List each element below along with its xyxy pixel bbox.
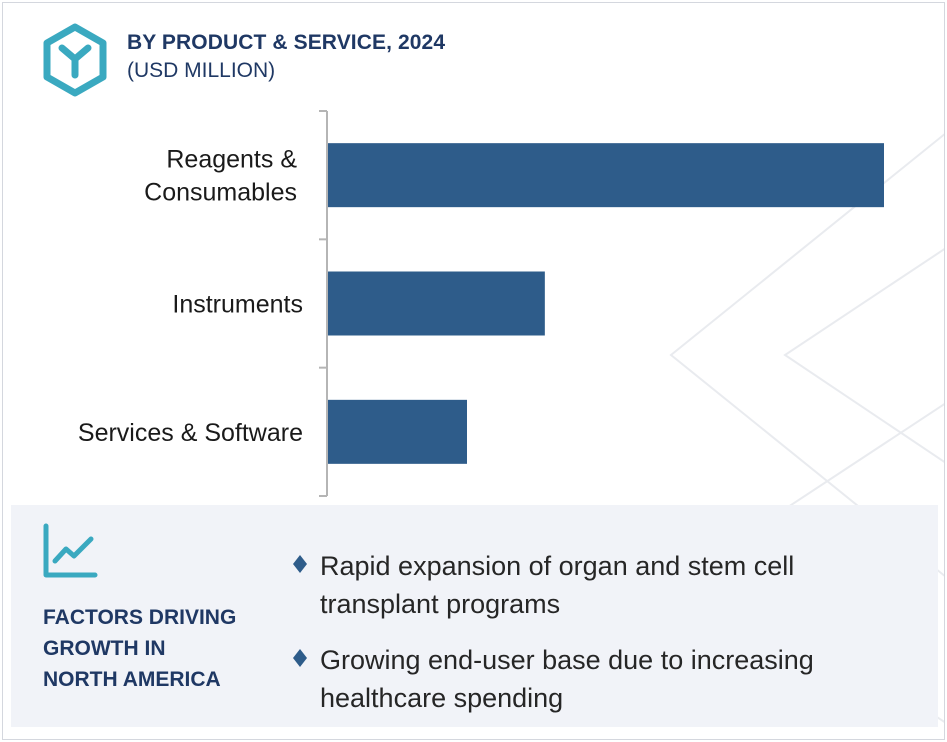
bar [328,399,467,464]
factors-list: Rapid expansion of organ and stem cell t… [293,547,913,735]
chart-subtitle: (USD MILLION) [127,59,276,82]
bar-chart: Reagents & Consumables Instruments Services… [78,110,884,497]
bar [328,271,545,336]
factors-panel: FACTORS DRIVING GROWTH IN NORTH AMERICA … [11,505,938,727]
category-label: Instruments [172,291,303,319]
trend-line-chart-icon [43,523,98,578]
category-label: Reagents & Consumables [144,146,297,207]
category-label: Services & Software [78,419,303,447]
header: BY PRODUCT & SERVICE, 2024 (USD MILLION) [127,31,445,83]
factor-text: Growing end-user base due to increasing … [320,645,814,713]
diamond-bullet-icon [293,649,307,667]
factor-text: Rapid expansion of organ and stem cell t… [320,551,795,619]
bar [328,143,884,208]
factors-title: FACTORS DRIVING GROWTH IN NORTH AMERICA [43,606,237,691]
cube-logo-icon [43,23,107,97]
list-item: Rapid expansion of organ and stem cell t… [293,547,913,623]
list-item: Growing end-user base due to increasing … [293,641,913,717]
chart-title: BY PRODUCT & SERVICE, 2024 [127,31,446,54]
diamond-bullet-icon [293,555,307,573]
